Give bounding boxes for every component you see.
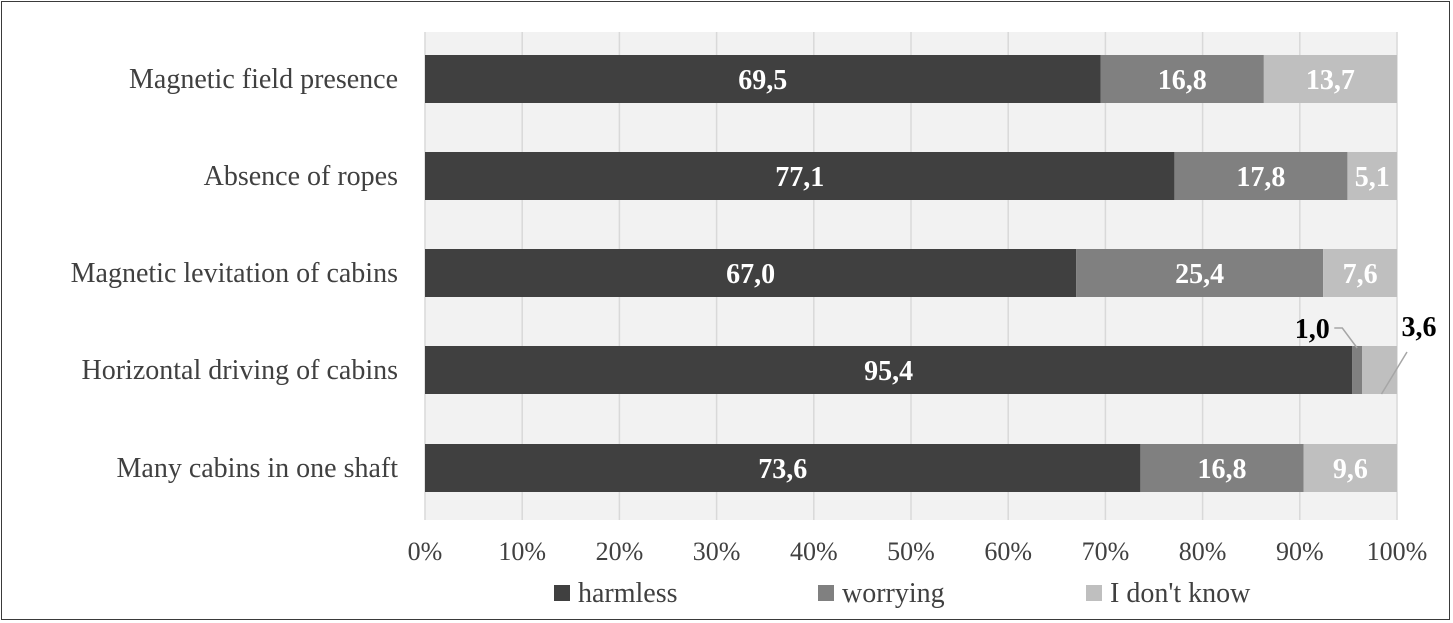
leader-line [1380, 351, 1408, 395]
category-labels: Magnetic field presence Absence of ropes M… [71, 64, 399, 484]
leader-line [1334, 327, 1358, 349]
bar-segment-worrying [1140, 444, 1304, 492]
bar-segment-harmless [425, 152, 1175, 200]
data-label: 9,6 [1333, 454, 1368, 485]
data-label: 16,8 [1158, 65, 1207, 96]
data-label: 95,4 [864, 356, 913, 387]
legend-swatch [1086, 585, 1102, 601]
legend-swatch [818, 585, 834, 601]
bar-segment-worrying [1174, 152, 1348, 200]
x-tick-label: 50% [887, 537, 935, 566]
legend-label: harmless [578, 578, 678, 609]
bar-segment-harmless [425, 249, 1077, 297]
legend-label: worrying [842, 578, 945, 609]
data-label: 3,6 [1402, 312, 1437, 343]
x-tick-label: 60% [984, 537, 1032, 566]
data-label: 67,0 [726, 259, 775, 290]
x-tick-label: 30% [693, 537, 741, 566]
data-label: 69,5 [738, 65, 787, 96]
bar-segment-worrying [1076, 249, 1324, 297]
data-label: 73,6 [758, 454, 807, 485]
data-label: 1,0 [1295, 314, 1330, 345]
x-tick-label: 80% [1179, 537, 1227, 566]
bar-segment-i-don-t-know [1362, 346, 1397, 394]
x-tick-label: 0% [408, 537, 443, 566]
data-label: 25,4 [1175, 259, 1224, 290]
category-label: Magnetic levitation of cabins [71, 258, 398, 289]
bar-segment-i-don-t-know [1323, 249, 1397, 297]
data-label: 17,8 [1236, 162, 1285, 193]
bar-segment-harmless [425, 55, 1101, 103]
x-tick-label: 20% [596, 537, 644, 566]
data-label: 16,8 [1198, 454, 1247, 485]
x-tick-label: 70% [1082, 537, 1130, 566]
category-label: Many cabins in one shaft [117, 453, 399, 484]
legend-label: I don't know [1110, 578, 1251, 609]
x-tick-label: 10% [498, 537, 546, 566]
data-label: 5,1 [1355, 162, 1390, 193]
x-tick-labels: 0% 10% 20% 30% 40% 50% 60% 70% 80% 90% 100% [408, 537, 1428, 566]
data-label: 7,6 [1343, 259, 1378, 290]
bar-segment-i-don-t-know [1347, 152, 1397, 200]
legend-swatch [554, 585, 570, 601]
bars: 69,5 16,8 13,7 77,1 17,8 5,1 67,0 25,4 7,6 95,4 1,… [425, 55, 1437, 492]
x-tick-label: 90% [1276, 537, 1324, 566]
data-label: 77,1 [775, 162, 824, 193]
bar-segment-i-don-t-know [1263, 55, 1397, 103]
x-tick-label: 100% [1367, 537, 1428, 566]
x-tick-label: 40% [790, 537, 838, 566]
bar-segment-worrying [1100, 55, 1264, 103]
data-label: 13,7 [1306, 65, 1355, 96]
category-label: Horizontal driving of cabins [82, 355, 398, 386]
category-label: Absence of ropes [204, 161, 398, 192]
bar-segment-harmless [425, 346, 1353, 394]
bar-segment-i-don-t-know [1303, 444, 1397, 492]
bar-segment-harmless [425, 444, 1141, 492]
category-label: Magnetic field presence [129, 64, 398, 95]
legend: harmless worrying I don't know [554, 578, 1251, 609]
bar-segment-worrying [1352, 346, 1363, 394]
